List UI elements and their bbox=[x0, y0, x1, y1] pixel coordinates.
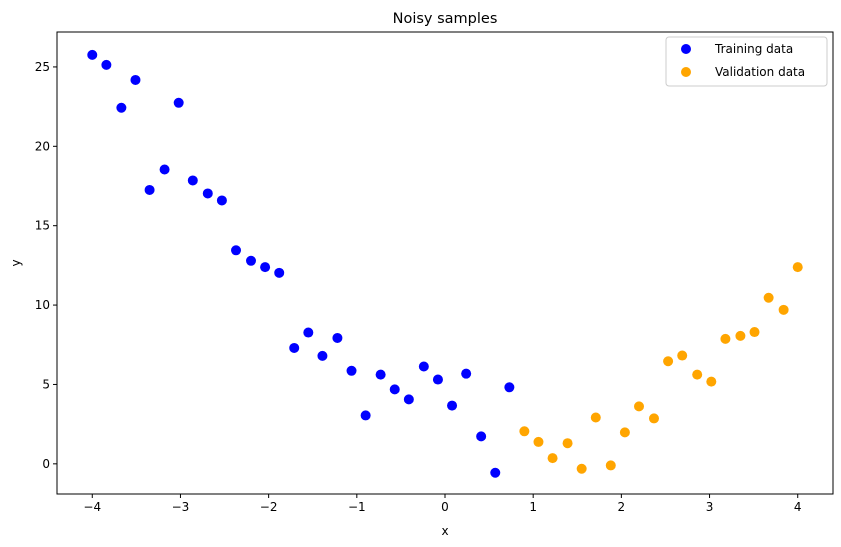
x-tick-label: −4 bbox=[83, 500, 101, 514]
validation-point-19 bbox=[792, 262, 803, 273]
points-layer bbox=[87, 49, 803, 478]
training-point-23 bbox=[418, 361, 429, 372]
training-point-28 bbox=[490, 467, 501, 478]
validation-point-14 bbox=[720, 333, 731, 344]
validation-point-12 bbox=[692, 369, 703, 380]
training-point-6 bbox=[173, 97, 184, 108]
x-tick-label: 3 bbox=[706, 500, 714, 514]
x-axis: −4 −3 −2 −1 0 1 2 3 4 bbox=[83, 494, 802, 514]
validation-point-8 bbox=[634, 401, 644, 412]
x-tick-label: 0 bbox=[441, 500, 449, 514]
validation-point-11 bbox=[677, 350, 688, 361]
validation-point-17 bbox=[763, 292, 774, 303]
validation-point-16 bbox=[749, 327, 760, 338]
y-tick-label: 0 bbox=[42, 457, 50, 471]
training-point-4 bbox=[144, 184, 155, 195]
legend-box bbox=[665, 36, 828, 87]
training-point-17 bbox=[332, 332, 343, 343]
y-tick-label: 20 bbox=[35, 139, 50, 153]
training-point-7 bbox=[187, 175, 198, 186]
x-tick-label: −3 bbox=[172, 500, 190, 514]
legend-marker-validation bbox=[681, 67, 691, 77]
training-point-12 bbox=[260, 262, 271, 273]
legend-marker-training bbox=[681, 44, 691, 54]
y-tick-label: 25 bbox=[35, 60, 50, 74]
validation-point-3 bbox=[562, 438, 573, 449]
training-point-19 bbox=[360, 410, 371, 421]
y-axis: 0 5 10 15 20 25 bbox=[35, 60, 57, 471]
training-point-1 bbox=[101, 59, 112, 70]
validation-point-0 bbox=[519, 426, 530, 437]
x-tick-label: −1 bbox=[348, 500, 366, 514]
validation-point-13 bbox=[706, 376, 717, 387]
validation-point-5 bbox=[590, 412, 601, 423]
training-point-2 bbox=[116, 102, 127, 113]
legend-label-training: Training data bbox=[714, 42, 793, 56]
training-point-20 bbox=[375, 369, 386, 380]
y-axis-label: y bbox=[9, 259, 23, 266]
training-point-22 bbox=[403, 394, 414, 405]
training-point-24 bbox=[432, 374, 443, 385]
training-point-11 bbox=[246, 255, 256, 266]
training-point-15 bbox=[303, 327, 314, 338]
y-tick-label: 15 bbox=[35, 219, 50, 233]
training-point-5 bbox=[159, 164, 170, 175]
training-point-25 bbox=[447, 400, 458, 411]
validation-point-4 bbox=[576, 463, 587, 474]
validation-point-18 bbox=[778, 304, 789, 315]
training-point-10 bbox=[231, 245, 242, 256]
x-tick-label: −2 bbox=[260, 500, 278, 514]
training-point-18 bbox=[346, 365, 357, 376]
x-tick-label: 4 bbox=[794, 500, 802, 514]
validation-point-10 bbox=[663, 356, 674, 367]
training-point-9 bbox=[216, 195, 227, 206]
training-point-14 bbox=[289, 342, 300, 353]
validation-point-7 bbox=[619, 427, 630, 438]
validation-point-6 bbox=[605, 460, 616, 471]
training-point-0 bbox=[87, 49, 98, 60]
y-tick-label: 10 bbox=[35, 298, 50, 312]
legend-label-validation: Validation data bbox=[715, 65, 805, 79]
validation-point-1 bbox=[533, 436, 544, 447]
x-tick-label: 2 bbox=[618, 500, 626, 514]
x-axis-label: x bbox=[441, 524, 448, 538]
validation-point-2 bbox=[547, 453, 558, 464]
training-point-8 bbox=[202, 188, 213, 199]
training-point-16 bbox=[317, 350, 328, 361]
x-tick-label: 1 bbox=[529, 500, 537, 514]
validation-point-15 bbox=[735, 330, 746, 341]
training-point-3 bbox=[130, 74, 141, 85]
training-point-27 bbox=[476, 431, 487, 442]
legend: Training data Validation data bbox=[665, 36, 828, 87]
training-point-13 bbox=[274, 267, 285, 278]
training-point-29 bbox=[504, 382, 515, 393]
chart-title: Noisy samples bbox=[393, 11, 498, 27]
validation-point-9 bbox=[648, 413, 659, 424]
training-point-26 bbox=[461, 368, 472, 379]
y-tick-label: 5 bbox=[42, 377, 50, 391]
training-point-21 bbox=[389, 384, 400, 395]
